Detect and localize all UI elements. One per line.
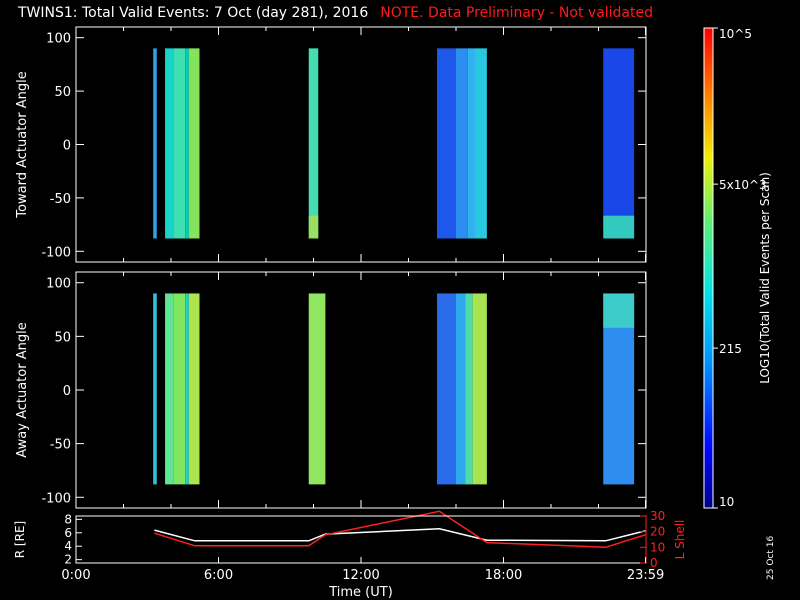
y-tick-label: -100 xyxy=(41,245,71,260)
x-axis-label: Time (UT) xyxy=(328,585,393,600)
x-tick-label: 18:00 xyxy=(485,568,522,583)
panel-frame xyxy=(75,515,647,564)
heat-band xyxy=(475,48,487,239)
heat-band xyxy=(472,293,487,485)
colorbar-tick-label: 5x10^3 xyxy=(719,178,767,192)
x-tick-label: 23:59 xyxy=(627,568,664,583)
y-tick-label: 8 xyxy=(64,512,72,526)
panel-frame xyxy=(75,26,647,263)
colorbar: 10 215 5x10^3 10^5 LOG10(Total Valid Events … xyxy=(703,27,772,509)
heat-band xyxy=(467,48,475,239)
y-tick-label: 2 xyxy=(64,553,72,567)
heat-band-bottom xyxy=(308,215,319,239)
radius-line xyxy=(154,528,646,542)
figure-title: TWINS1: Total Valid Events: 7 Oct (day 2… xyxy=(18,5,653,21)
y2-tick-label: 20 xyxy=(650,525,665,539)
y-tick-label: -100 xyxy=(41,491,71,506)
y2-tick-label: 10 xyxy=(650,540,665,554)
heat-band xyxy=(188,48,200,239)
x-tick-label: 12:00 xyxy=(342,568,379,583)
heat-band xyxy=(437,293,456,485)
y-tick-label: -50 xyxy=(50,438,71,453)
y-tick-label: 6 xyxy=(64,526,72,540)
heat-band xyxy=(465,293,473,485)
y2-axis-label: L Shell xyxy=(673,520,687,560)
note-text: NOTE. Data Preliminary - Not validated xyxy=(380,5,654,21)
heat-band xyxy=(165,293,174,485)
heatmap-panel-1: 100 50 0 -50 -100 Toward Actuator Angle xyxy=(15,26,647,263)
heat-band xyxy=(153,48,157,239)
heat-band xyxy=(308,48,319,239)
panel-frame xyxy=(75,271,647,509)
y-tick-label: 4 xyxy=(64,539,72,553)
y-tick-label: 100 xyxy=(46,32,71,47)
date-stamp: 25 Oct 16 xyxy=(766,535,776,580)
x-tick-label: 6:00 xyxy=(204,568,233,583)
heat-band xyxy=(173,293,186,485)
title-text: TWINS1: Total Valid Events: 7 Oct (day 2… xyxy=(18,5,369,21)
heat-band xyxy=(153,293,157,485)
heat-band xyxy=(165,48,174,239)
y2-tick-label: 0 xyxy=(650,556,658,570)
heat-band xyxy=(437,48,456,239)
y-tick-label: -50 xyxy=(50,192,71,207)
heatmap-panel-2: 100 50 0 -50 -100 Away Actuator Angle xyxy=(15,271,647,509)
heat-band-top xyxy=(603,293,635,328)
y-tick-label: 50 xyxy=(54,85,71,100)
colorbar-label: LOG10(Total Valid Events per Scan) xyxy=(758,172,772,384)
y-axis-label: Toward Actuator Angle xyxy=(15,71,30,218)
y-tick-label: 0 xyxy=(63,384,71,399)
heat-band xyxy=(456,293,466,485)
y2-tick-label: 30 xyxy=(650,509,665,523)
colorbar-tick-label: 10 xyxy=(719,495,734,509)
heat-band xyxy=(456,48,468,239)
y-tick-label: 0 xyxy=(63,139,71,154)
heat-band xyxy=(308,293,326,485)
y-axis-label: R [RE] xyxy=(13,521,27,558)
heat-band-bottom xyxy=(603,215,635,239)
heat-band xyxy=(188,293,200,485)
y-tick-label: 100 xyxy=(46,277,71,292)
y-tick-label: 50 xyxy=(54,330,71,345)
l-shell-line xyxy=(154,510,646,549)
colorbar-tick-label: 10^5 xyxy=(719,27,752,41)
colorbar-tick-label: 215 xyxy=(719,342,742,356)
heat-band xyxy=(185,48,189,239)
heat-band xyxy=(603,48,635,239)
heat-band xyxy=(185,293,189,485)
heat-band xyxy=(173,48,186,239)
colorbar-gradient xyxy=(703,27,714,509)
y-axis-label: Away Actuator Angle xyxy=(15,322,30,457)
x-tick-label: 0:00 xyxy=(61,568,90,583)
